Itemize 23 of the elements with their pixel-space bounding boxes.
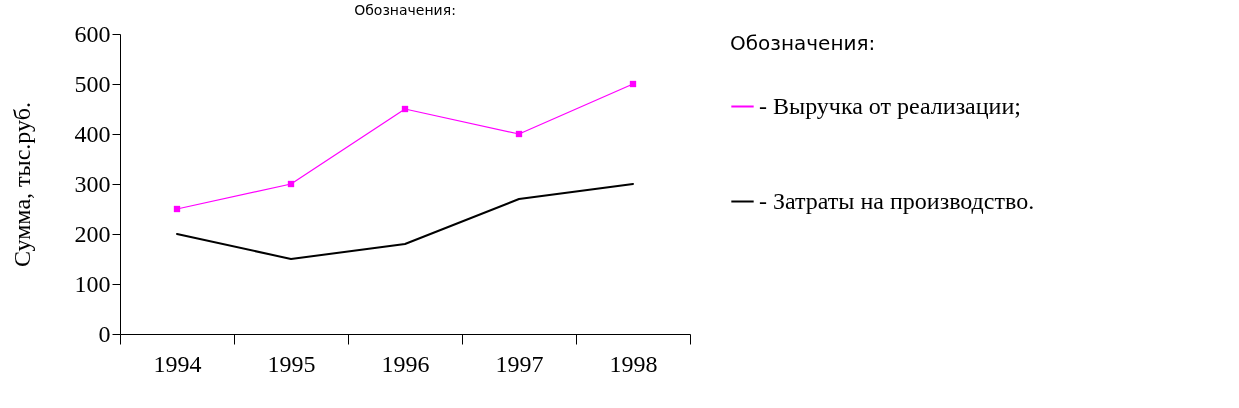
x-tick-label: 1998 bbox=[609, 350, 658, 377]
legend-label: - Выручка от реализации; bbox=[759, 92, 1021, 119]
y-tick-label: 100 bbox=[74, 270, 111, 297]
point bbox=[173, 205, 181, 213]
y-tick-label: 400 bbox=[74, 120, 111, 147]
x-tick-label: 1994 bbox=[153, 350, 202, 377]
legend-title: Обозначения: bbox=[730, 31, 876, 55]
y-axis-title: Сумма, тыс.руб. bbox=[8, 102, 35, 267]
y-tick-label: 600 bbox=[74, 20, 111, 47]
y-tick-label: 300 bbox=[74, 170, 111, 197]
point bbox=[515, 130, 523, 138]
point bbox=[287, 180, 295, 188]
x-tick-label: 1996 bbox=[381, 350, 430, 377]
point bbox=[629, 80, 637, 88]
legend-label: - Затраты на производство. bbox=[759, 187, 1035, 214]
chart-title: Обозначения: bbox=[354, 2, 456, 18]
point bbox=[401, 105, 409, 113]
y-tick-label: 0 bbox=[98, 320, 111, 347]
x-tick-label: 1995 bbox=[267, 350, 316, 377]
x-tick-label: 1997 bbox=[495, 350, 544, 377]
y-tick-label: 200 bbox=[74, 220, 111, 247]
y-tick-label: 500 bbox=[74, 70, 111, 97]
line-series bbox=[176, 183, 634, 260]
